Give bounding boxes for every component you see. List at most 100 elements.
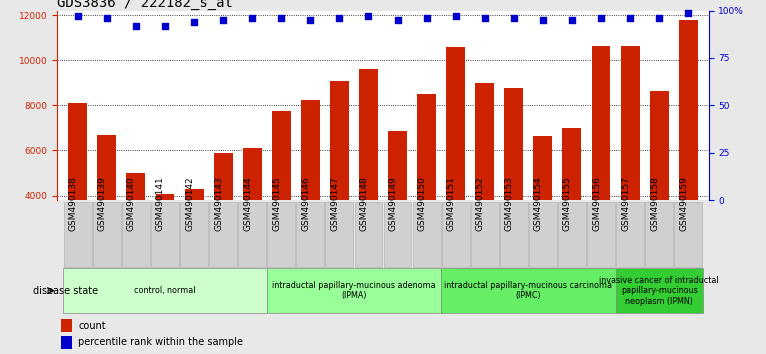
Text: GSM490151: GSM490151 — [447, 176, 456, 231]
FancyBboxPatch shape — [64, 202, 92, 267]
Bar — [214, 153, 233, 286]
FancyBboxPatch shape — [355, 202, 382, 267]
Point — [217, 17, 229, 23]
Point — [508, 15, 520, 21]
Text: disease state: disease state — [33, 286, 98, 296]
Point — [682, 10, 694, 15]
Text: invasive cancer of intraductal
papillary-mucinous
neoplasm (IPMN): invasive cancer of intraductal papillary… — [599, 276, 719, 306]
Text: GSM490145: GSM490145 — [272, 176, 281, 231]
FancyBboxPatch shape — [413, 202, 440, 267]
Bar — [562, 128, 581, 286]
FancyBboxPatch shape — [529, 202, 557, 267]
Bar — [475, 83, 494, 286]
Bar — [68, 103, 87, 286]
Text: GSM490149: GSM490149 — [388, 176, 398, 231]
Point — [566, 17, 578, 23]
FancyBboxPatch shape — [326, 202, 353, 267]
Point — [275, 15, 287, 21]
Bar — [504, 88, 523, 286]
Text: GSM490140: GSM490140 — [127, 176, 136, 231]
Text: GSM490143: GSM490143 — [214, 176, 223, 231]
Bar — [679, 19, 698, 286]
Text: GSM490152: GSM490152 — [476, 176, 485, 231]
Point — [537, 17, 549, 23]
Point — [624, 15, 637, 21]
Point — [450, 13, 462, 19]
Point — [188, 19, 200, 25]
Text: GSM490158: GSM490158 — [650, 176, 659, 231]
Bar — [97, 135, 116, 286]
Text: GSM490153: GSM490153 — [505, 176, 514, 231]
Text: GSM490139: GSM490139 — [98, 176, 107, 231]
Text: GDS3836 / 222182_s_at: GDS3836 / 222182_s_at — [57, 0, 234, 10]
FancyBboxPatch shape — [645, 202, 673, 267]
Bar — [243, 148, 262, 286]
FancyBboxPatch shape — [384, 202, 411, 267]
Text: GSM490154: GSM490154 — [534, 176, 543, 231]
Bar — [185, 189, 204, 286]
Point — [479, 15, 491, 21]
Bar — [417, 94, 436, 286]
Point — [159, 23, 171, 29]
FancyBboxPatch shape — [441, 268, 616, 313]
FancyBboxPatch shape — [267, 202, 295, 267]
Text: GSM490147: GSM490147 — [330, 176, 339, 231]
FancyBboxPatch shape — [674, 202, 702, 267]
Text: control, normal: control, normal — [134, 286, 196, 295]
FancyBboxPatch shape — [500, 202, 528, 267]
FancyBboxPatch shape — [587, 202, 615, 267]
Point — [391, 17, 404, 23]
Bar — [359, 69, 378, 286]
FancyBboxPatch shape — [180, 202, 208, 267]
FancyBboxPatch shape — [151, 202, 179, 267]
Point — [101, 15, 113, 21]
Text: GSM490141: GSM490141 — [156, 176, 165, 231]
FancyBboxPatch shape — [616, 268, 702, 313]
FancyBboxPatch shape — [93, 202, 121, 267]
Bar — [620, 46, 640, 286]
FancyBboxPatch shape — [296, 202, 324, 267]
Text: GSM490155: GSM490155 — [563, 176, 572, 231]
Bar — [447, 47, 465, 286]
Bar — [61, 319, 73, 332]
FancyBboxPatch shape — [471, 202, 499, 267]
FancyBboxPatch shape — [238, 202, 266, 267]
Text: GSM490144: GSM490144 — [243, 176, 252, 231]
FancyBboxPatch shape — [209, 202, 237, 267]
Text: percentile rank within the sample: percentile rank within the sample — [78, 337, 244, 347]
Text: intraductal papillary-mucinous carcinoma
(IPMC): intraductal papillary-mucinous carcinoma… — [444, 281, 612, 300]
Bar — [650, 91, 669, 286]
Bar — [388, 131, 407, 286]
Text: GSM490148: GSM490148 — [359, 176, 368, 231]
FancyBboxPatch shape — [267, 268, 441, 313]
Text: GSM490159: GSM490159 — [679, 176, 688, 231]
FancyBboxPatch shape — [442, 202, 470, 267]
Point — [246, 15, 258, 21]
FancyBboxPatch shape — [64, 268, 267, 313]
Bar — [591, 46, 611, 286]
Point — [333, 15, 345, 21]
Bar — [61, 336, 73, 349]
Point — [653, 15, 665, 21]
Text: GSM490138: GSM490138 — [69, 176, 78, 231]
Point — [72, 13, 84, 19]
Point — [362, 13, 375, 19]
Text: GSM490146: GSM490146 — [301, 176, 310, 231]
Bar — [301, 100, 319, 286]
Point — [304, 17, 316, 23]
Text: count: count — [78, 321, 106, 331]
Bar — [330, 80, 349, 286]
Bar — [272, 111, 291, 286]
Point — [129, 23, 142, 29]
Text: GSM490142: GSM490142 — [185, 176, 194, 231]
FancyBboxPatch shape — [558, 202, 586, 267]
Text: GSM490157: GSM490157 — [621, 176, 630, 231]
Bar — [126, 173, 146, 286]
Text: intraductal papillary-mucinous adenoma
(IPMA): intraductal papillary-mucinous adenoma (… — [272, 281, 436, 300]
Text: GSM490150: GSM490150 — [417, 176, 427, 231]
Point — [421, 15, 433, 21]
Bar — [533, 136, 552, 286]
Text: GSM490156: GSM490156 — [592, 176, 601, 231]
FancyBboxPatch shape — [616, 202, 644, 267]
Bar — [155, 194, 175, 286]
